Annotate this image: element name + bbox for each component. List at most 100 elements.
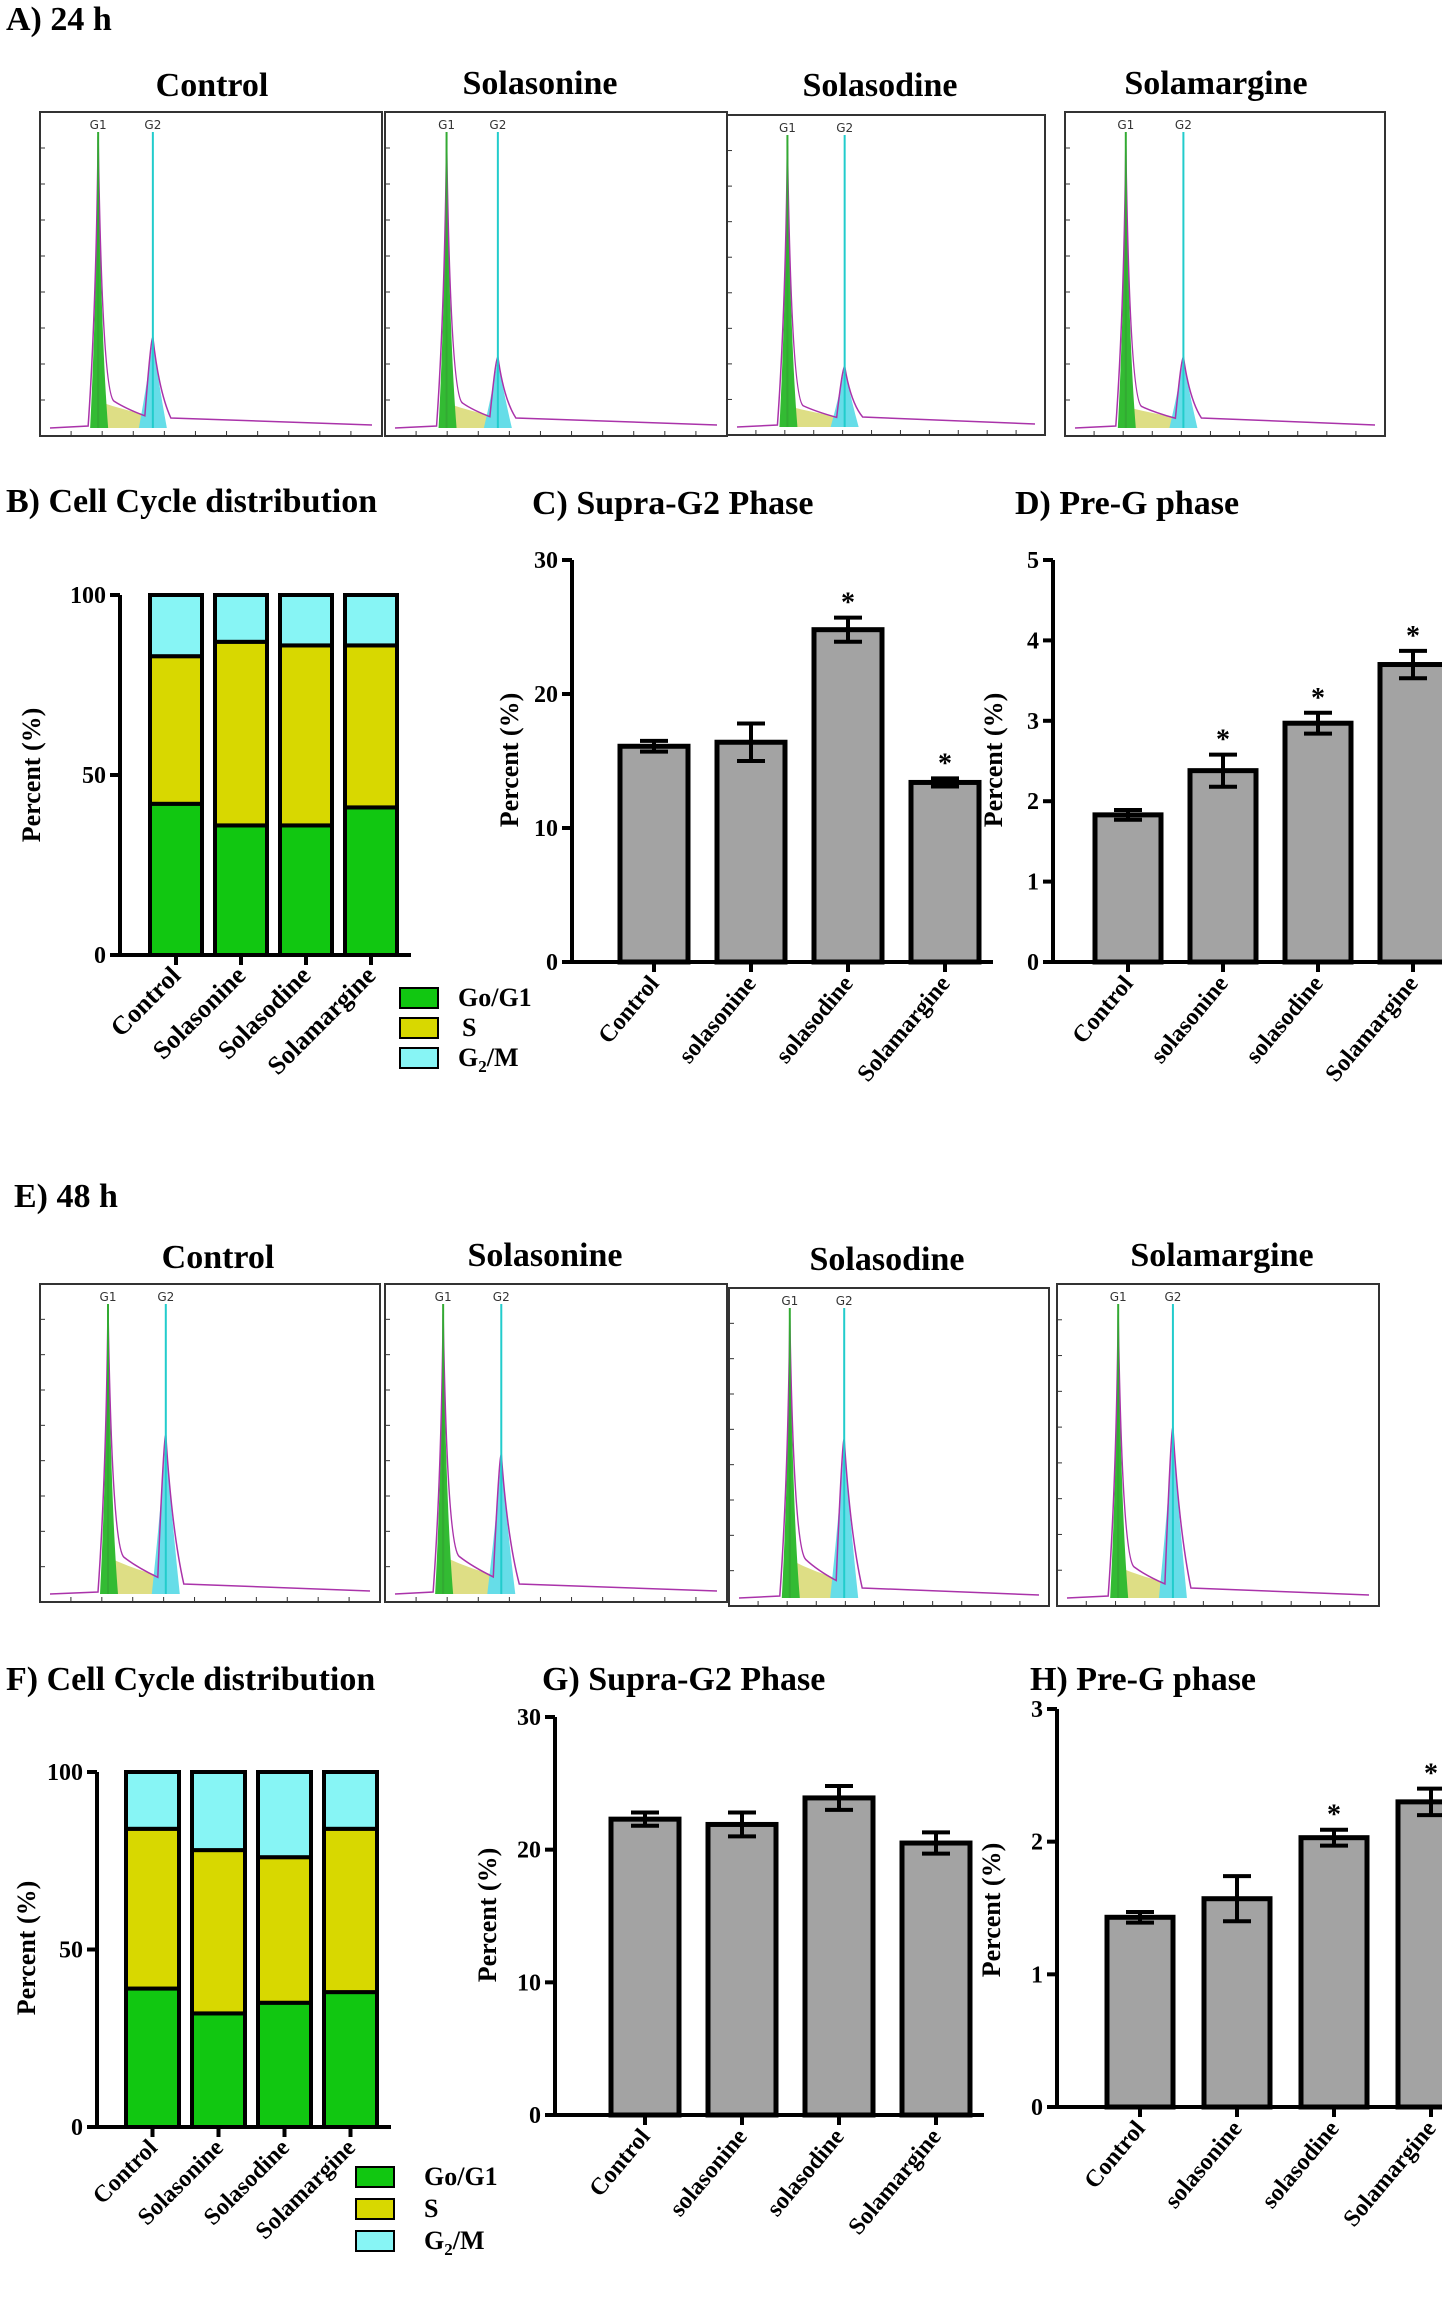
legend-24h-swatch-s	[399, 1017, 439, 1039]
histogram-24h-2: G1 G2	[726, 114, 1046, 436]
gate-label-g2: G2	[493, 1290, 510, 1304]
y-tick-label: 1	[1027, 870, 1039, 896]
bar-s-solamargine	[322, 1826, 379, 1995]
x-tick-label: Solamargine	[853, 971, 956, 1087]
legend-48h-swatch-g1	[355, 2166, 395, 2188]
y-axis-title: Percent (%)	[979, 693, 1008, 828]
legend-24h-label-g2m: G2/M	[458, 1043, 519, 1076]
x-tick-label: Control	[1080, 2116, 1151, 2194]
y-tick-label: 20	[534, 682, 558, 708]
hist-48h-title-solamargine: Solamargine	[1130, 1237, 1313, 1274]
bar-control	[608, 1816, 682, 2118]
chart-h: 0 1 2 3 Percent (%) Control solasonine * solasod…	[977, 1697, 1442, 2232]
panel-e-label: E) 48 h	[14, 1178, 118, 1215]
histogram-48h-0: G1 G2	[39, 1283, 381, 1603]
significance-star: *	[1327, 1800, 1341, 1831]
histogram-frame	[728, 1287, 1050, 1607]
legend-24h-label-s: S	[462, 1013, 476, 1042]
y-tick-label: 0	[546, 950, 558, 976]
chart-c: 0 10 20 30 Percent (%) Control solasonine * sola…	[495, 548, 993, 1087]
chart-d: 0 1 2 3 4 5 Percent (%) Control * solasonine * sola…	[979, 548, 1442, 1087]
bar-g2m-solamargine	[322, 1770, 379, 1831]
gate-label-g2: G2	[836, 121, 853, 135]
significance-star: *	[1216, 725, 1230, 756]
bar-solamargine	[908, 779, 982, 965]
hist-48h-title-solasodine: Solasodine	[810, 1241, 965, 1278]
bar-solasonine	[714, 739, 788, 965]
bar-gog1-control	[124, 1986, 181, 2130]
hist-24h-title-control: Control	[156, 67, 269, 104]
y-axis-title: Percent (%)	[495, 693, 524, 828]
bar-solamargine	[899, 1840, 973, 2118]
histogram-48h-1: G1 G2	[384, 1283, 728, 1603]
bar-gog1-solamargine	[343, 805, 399, 958]
y-tick-label: 10	[534, 816, 558, 842]
bar-s-solasonine	[213, 639, 269, 828]
bar-solasonine	[1187, 768, 1259, 965]
histogram-s-area	[787, 405, 845, 427]
panel-a-label: A) 24 h	[6, 1, 112, 38]
gate-label-g1: G1	[781, 1294, 798, 1308]
x-tick-label: solasonine	[674, 971, 762, 1069]
histogram-s-area	[1118, 1567, 1173, 1598]
y-tick-label: 0	[71, 2115, 83, 2141]
panel-c-label: C) Supra-G2 Phase	[532, 485, 813, 522]
bar-solasonine	[705, 1821, 779, 2118]
y-tick-label: 3	[1031, 1697, 1043, 1723]
bar-gog1-solasodine	[278, 823, 334, 958]
legend-48h-label-g2m: G2/M	[424, 2226, 485, 2259]
histogram-frame	[1064, 111, 1386, 437]
histogram-s-area	[108, 1557, 166, 1594]
flow-histograms: G1 G2 G1 G2 G1 G2 G1 G2 G1 G2 G1 G2 G1 G2 G1 G2	[39, 111, 1386, 1607]
x-tick-label: solasonine	[1160, 2116, 1248, 2214]
gate-label-g1: G1	[90, 118, 107, 132]
y-tick-label: 20	[517, 1838, 541, 1864]
chart-g: 0 10 20 30 Percent (%) Control solasonine solas…	[473, 1705, 984, 2240]
bar-solamargine	[1377, 662, 1442, 965]
y-tick-label: 0	[1027, 950, 1039, 976]
bar-solasodine	[1298, 1835, 1370, 2110]
x-tick-label: solasonine	[665, 2124, 753, 2222]
legend-48h-label-s: S	[424, 2194, 438, 2223]
histogram-frame	[384, 111, 728, 437]
significance-star: *	[841, 588, 855, 619]
y-tick-label: 0	[529, 2103, 541, 2129]
gate-label-g1: G1	[438, 118, 455, 132]
y-axis-title: Percent (%)	[977, 1843, 1006, 1978]
y-tick-label: 30	[534, 548, 558, 574]
bar-g2m-control	[124, 1770, 181, 1831]
legend-24h-label-g1: Go/G1	[458, 983, 532, 1012]
gate-label-g2: G2	[1175, 118, 1192, 132]
bar-control	[1104, 1914, 1176, 2110]
bar-solasodine	[811, 627, 885, 965]
histogram-fit-curve	[49, 1307, 371, 1595]
histogram-s-area	[1125, 406, 1184, 428]
hist-48h-title-solasonine: Solasonine	[468, 1237, 623, 1274]
y-tick-label: 0	[94, 943, 106, 969]
bar-gog1-solasonine	[190, 2011, 247, 2130]
y-axis-title: Percent (%)	[17, 708, 46, 843]
bar-g2m-solasodine	[278, 593, 334, 648]
y-axis-title: Percent (%)	[473, 1848, 502, 1983]
legend-48h-swatch-s	[355, 2198, 395, 2220]
y-axis-title: Percent (%)	[12, 1881, 41, 2016]
significance-star: *	[938, 748, 952, 779]
panel-f-label: F) Cell Cycle distribution	[6, 1661, 375, 1698]
histogram-frame	[1056, 1283, 1380, 1607]
x-tick-label: Control	[594, 971, 665, 1049]
y-tick-label: 3	[1027, 709, 1039, 735]
bar-solasonine	[1201, 1896, 1273, 2110]
y-tick-label: 2	[1031, 1830, 1043, 1856]
bar-solamargine	[1395, 1799, 1442, 2110]
y-tick-label: 2	[1027, 789, 1039, 815]
bar-g2m-solamargine	[343, 593, 399, 648]
bar-s-solasodine	[278, 643, 334, 828]
bar-g2m-solasodine	[256, 1770, 313, 1860]
bar-gog1-control	[148, 801, 204, 957]
histogram-s-area	[789, 1559, 845, 1598]
gate-label-g1: G1	[779, 121, 796, 135]
y-tick-label: 100	[47, 1760, 83, 1786]
x-tick-label: solasodine	[1257, 2116, 1345, 2214]
